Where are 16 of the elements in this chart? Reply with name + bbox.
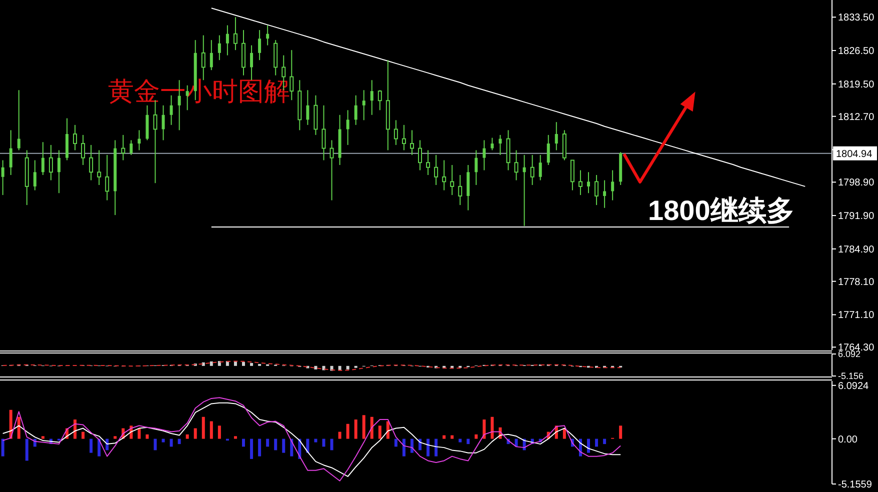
y-tick-label: 1812.70	[838, 112, 875, 123]
y-tick-label: 1784.90	[838, 244, 875, 256]
annotation: 1800继续多	[648, 195, 794, 226]
y-tick-label: 1826.50	[838, 46, 875, 58]
y-tick-label: 1819.50	[838, 79, 875, 90]
y-tick-label: 6.0924	[838, 380, 870, 392]
y-tick-label: 6.092	[838, 349, 861, 360]
y-tick-label: 1771.10	[838, 310, 875, 322]
y-tick-label: 0.00	[838, 434, 858, 446]
y-tick-label: -5.156	[838, 371, 864, 382]
y-tick-label: 1791.90	[838, 211, 875, 222]
y-tick-label: 1833.50	[838, 12, 875, 24]
y-tick-label: 1798.90	[838, 178, 875, 189]
ref-line-label: 1804.94	[836, 148, 873, 160]
y-tick-label: -5.1559	[838, 480, 872, 490]
y-tick-label: 1778.10	[838, 276, 875, 288]
